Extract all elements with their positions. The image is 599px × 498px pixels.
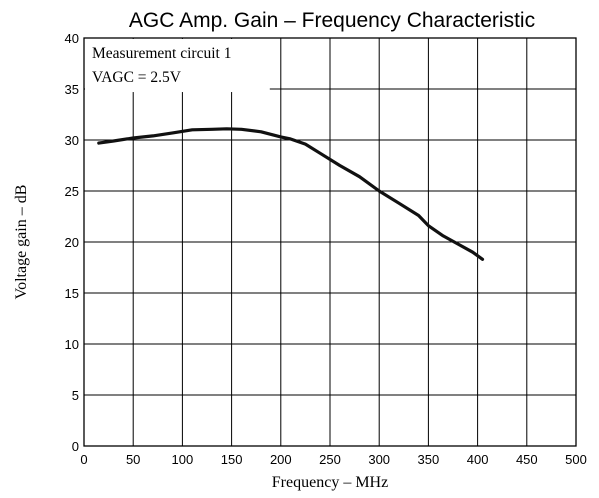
y-tick-label: 5 <box>72 388 79 403</box>
y-axis-label: Voltage gain – dB <box>13 185 30 300</box>
x-tick-label: 300 <box>368 452 390 467</box>
y-tick-label: 0 <box>72 439 79 454</box>
y-tick-label: 35 <box>65 82 79 97</box>
y-axis-ticks: 0 5 10 15 20 25 30 35 40 <box>65 31 79 454</box>
y-tick-label: 40 <box>65 31 79 46</box>
annotation-measurement-circuit: Measurement circuit 1 <box>92 45 231 62</box>
y-tick-label: 15 <box>65 286 79 301</box>
grid-lines <box>84 38 576 446</box>
x-tick-label: 500 <box>565 452 587 467</box>
x-tick-label: 350 <box>418 452 440 467</box>
y-tick-label: 20 <box>65 235 79 250</box>
y-tick-label: 25 <box>65 184 79 199</box>
x-tick-label: 450 <box>516 452 538 467</box>
x-tick-label: 250 <box>319 452 341 467</box>
x-tick-label: 0 <box>80 452 87 467</box>
y-tick-label: 30 <box>65 133 79 148</box>
x-tick-label: 200 <box>270 452 292 467</box>
chart-title: AGC Amp. Gain – Frequency Characteristic <box>129 9 535 32</box>
plot-frame <box>83 37 577 447</box>
annotation-vagc: VAGC = 2.5V <box>92 69 182 86</box>
x-tick-label: 150 <box>221 452 243 467</box>
x-tick-label: 50 <box>126 452 140 467</box>
x-tick-label: 100 <box>172 452 194 467</box>
x-axis-ticks: 0 50 100 150 200 250 300 350 400 450 500 <box>80 452 586 467</box>
series-line <box>97 127 485 261</box>
x-tick-label: 400 <box>467 452 489 467</box>
x-axis-label: Frequency – MHz <box>272 474 388 491</box>
y-tick-label: 10 <box>65 337 79 352</box>
annotation-box <box>85 39 270 93</box>
